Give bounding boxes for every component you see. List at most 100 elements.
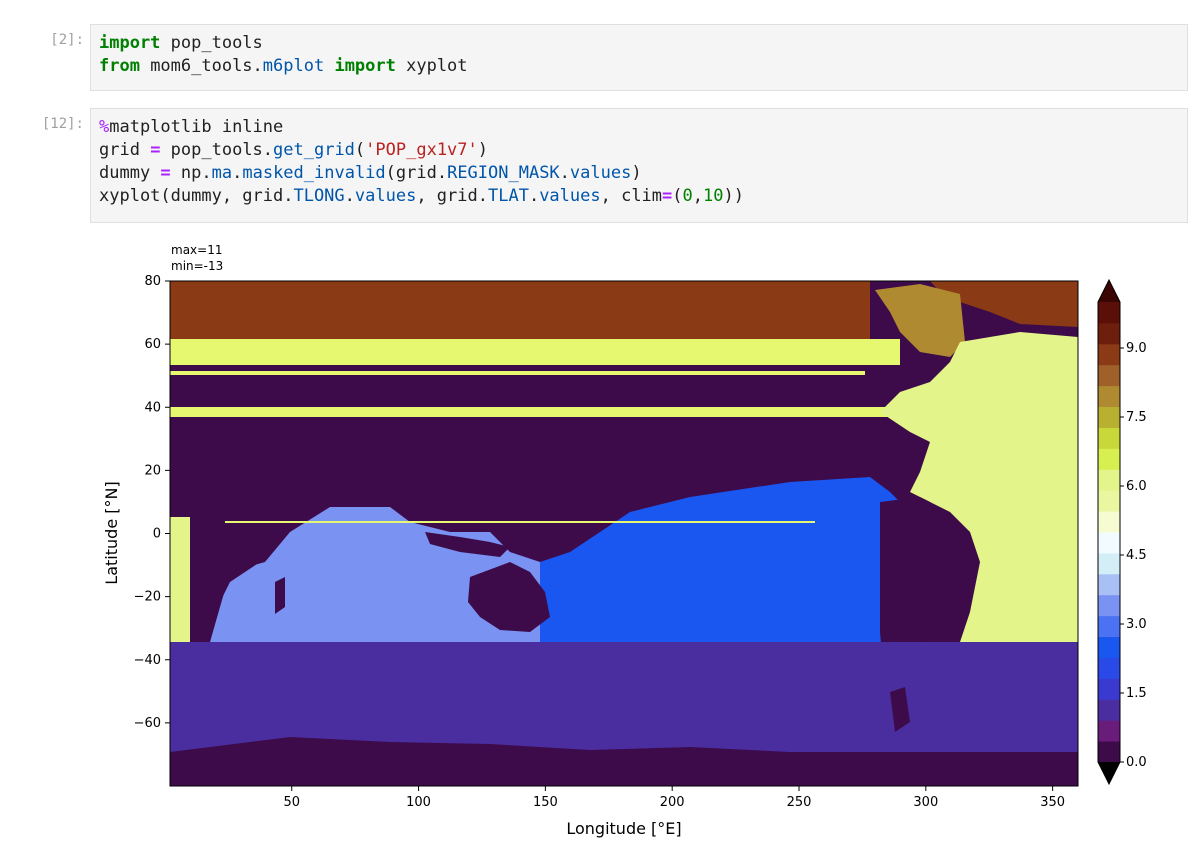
code-token: xyplot(dummy, grid. — [99, 186, 294, 206]
code-token: ( — [354, 140, 366, 160]
y-axis: 80 60 40 20 0 −20 −40 −60 — [134, 274, 170, 731]
atlantic-east-strip — [170, 517, 190, 642]
code-token: mom6_tools. — [139, 56, 263, 76]
y-tick-label: 40 — [144, 400, 161, 415]
code-token: values — [569, 163, 632, 183]
colorbar-segment — [1098, 741, 1120, 763]
colorbar-segment — [1098, 343, 1120, 366]
code-token: . — [528, 186, 540, 206]
caribbean-lines — [975, 487, 1065, 489]
southern-region — [170, 642, 1078, 752]
arctic-region — [170, 281, 870, 339]
code-token: m6plot — [262, 56, 325, 76]
code-token: dummy — [99, 163, 161, 183]
colorbar-tick-label: 7.5 — [1126, 410, 1147, 425]
colorbar-extend-min — [1098, 762, 1120, 784]
cell-output-plot: max=11 min=-13 50 100 150 200 250 300 350 80 60… — [90, 232, 1188, 857]
code-token: np. — [170, 163, 212, 183]
colorbar-segment — [1098, 427, 1120, 449]
tierra-del-fuego — [890, 687, 910, 732]
pacific-region — [540, 477, 920, 642]
colorbar-segment — [1098, 573, 1120, 596]
code-cell-2[interactable]: [12]: %matplotlib inline grid = pop_tools… — [0, 108, 1188, 224]
strip-60n — [170, 339, 900, 365]
code-token: = — [150, 140, 161, 160]
y-tick-label: −20 — [134, 590, 161, 605]
arctic-region-east — [930, 281, 1078, 327]
australia-landmass — [468, 562, 550, 632]
code-cell-1[interactable]: [2]: import pop_tools from mom6_tools.m6p… — [0, 24, 1188, 92]
code-token: pop_tools — [160, 33, 263, 53]
code-token: , grid. — [416, 186, 488, 206]
colorbar-segment — [1098, 657, 1120, 679]
code-token: TLONG — [293, 186, 345, 206]
colorbar: 9.0 7.5 6.0 4.5 3.0 1.5 0.0 — [1097, 278, 1147, 786]
code-line: xyplot(dummy, grid.TLONG.values , grid.TL… — [99, 185, 1179, 208]
y-tick-label: 60 — [144, 337, 161, 352]
map-image — [170, 281, 1078, 786]
code-token: matplotlib inline — [109, 117, 284, 137]
y-tick-label: 0 — [153, 527, 161, 542]
code-token: , — [692, 186, 704, 206]
code-token: % — [99, 117, 110, 137]
max-annotation: max=11 — [171, 243, 222, 257]
colorbar-segment — [1098, 322, 1120, 345]
code-line: dummy = np.ma.masked_invalid(grid.REGION… — [99, 162, 1179, 185]
code-token: 10 — [703, 186, 724, 206]
code-token: get_grid — [273, 140, 355, 160]
colorbar-tick-label: 4.5 — [1126, 548, 1147, 563]
madagascar-landmass — [275, 577, 285, 614]
code-token: 'POP_gx1v7' — [365, 140, 478, 160]
code-token: ) — [631, 163, 642, 183]
x-tick-label: 250 — [787, 795, 812, 810]
x-axis-label: Longitude [°E] — [566, 819, 681, 838]
colorbar-tick-label: 6.0 — [1126, 479, 1147, 494]
x-tick-label: 300 — [913, 795, 938, 810]
code-token: 0 — [682, 186, 693, 206]
colorbar-segment — [1098, 406, 1120, 428]
colorbar-segment — [1098, 699, 1120, 721]
colorbar-segment — [1098, 678, 1120, 700]
nordic-region — [875, 284, 965, 357]
code-token: = — [662, 186, 673, 206]
x-axis: 50 100 150 200 250 300 350 — [283, 786, 1065, 810]
code-token: )) — [723, 186, 744, 206]
min-annotation: min=-13 — [171, 259, 223, 273]
code-token: ma — [211, 163, 233, 183]
code-token: xyplot — [395, 56, 468, 76]
code-token: REGION_MASK — [447, 163, 560, 183]
code-token: pop_tools. — [160, 140, 274, 160]
equator-lines — [225, 521, 815, 523]
code-token: import — [99, 33, 161, 53]
colorbar-segment — [1098, 385, 1120, 408]
y-tick-label: −60 — [134, 716, 161, 731]
colorbar-segment — [1098, 615, 1120, 638]
code-input[interactable]: import pop_tools from mom6_tools.m6plot i… — [90, 24, 1188, 91]
antarctica-landmass — [170, 737, 1078, 786]
code-token: ( — [672, 186, 683, 206]
colorbar-tick-label: 3.0 — [1126, 617, 1147, 632]
code-input[interactable]: %matplotlib inline grid = pop_tools.get_g… — [90, 108, 1188, 223]
code-token: masked_invalid — [242, 163, 386, 183]
code-token: . — [559, 163, 570, 183]
colorbar-segment — [1098, 636, 1120, 658]
colorbar-tick-label: 1.5 — [1126, 686, 1147, 701]
colorbar-segment — [1098, 448, 1120, 470]
code-token: , clim — [600, 186, 663, 206]
code-line: grid = pop_tools.get_grid('POP_gx1v7') — [99, 139, 1179, 162]
colorbar-tick-label: 0.0 — [1126, 755, 1147, 770]
code-token: from — [99, 56, 140, 76]
strip-50n — [170, 371, 865, 375]
code-token: TLAT — [487, 186, 529, 206]
colorbar-segment — [1098, 720, 1120, 742]
y-tick-label: 80 — [144, 274, 161, 289]
caribbean-lines — [970, 467, 1070, 470]
code-line: import pop_tools — [99, 32, 1179, 55]
colorbar-segment — [1098, 364, 1120, 387]
x-tick-label: 200 — [660, 795, 685, 810]
code-token: grid — [99, 140, 151, 160]
code-token: values — [539, 186, 601, 206]
colorbar-segment — [1098, 594, 1120, 617]
colorbar-segment — [1098, 552, 1120, 575]
x-tick-label: 350 — [1040, 795, 1065, 810]
